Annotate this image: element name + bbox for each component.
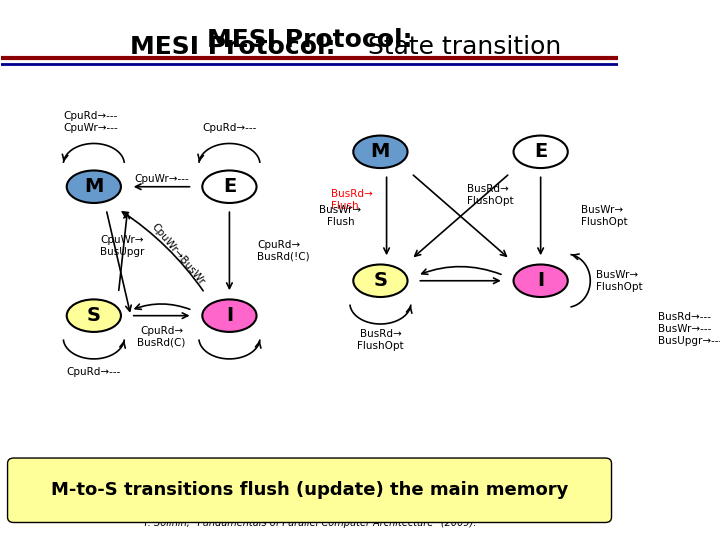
Text: BusRd→
FlushOpt: BusRd→ FlushOpt: [357, 329, 404, 351]
Text: CpuRd→---: CpuRd→---: [202, 123, 256, 133]
Text: S: S: [87, 306, 101, 325]
Text: BusWr→
FlushOpt: BusWr→ FlushOpt: [596, 270, 643, 292]
Text: CpuWr→BusWr: CpuWr→BusWr: [149, 221, 207, 287]
Text: BusRd→---
BusWr→---
BusUpgr→---: BusRd→--- BusWr→--- BusUpgr→---: [658, 313, 720, 346]
Ellipse shape: [202, 171, 256, 203]
Ellipse shape: [354, 265, 408, 297]
Text: BusWr→
FlushOpt: BusWr→ FlushOpt: [581, 206, 627, 227]
Text: CpuRd→
BusRd(!C): CpuRd→ BusRd(!C): [257, 240, 310, 262]
Text: CpuWr→
BusUpgr: CpuWr→ BusUpgr: [100, 235, 145, 256]
Text: BusRd→
FlushOpt: BusRd→ FlushOpt: [467, 184, 513, 206]
Text: M: M: [84, 177, 104, 196]
Text: BusWr→
Flush: BusWr→ Flush: [319, 206, 361, 227]
Ellipse shape: [67, 171, 121, 203]
Text: State transition: State transition: [360, 35, 562, 59]
Ellipse shape: [513, 265, 568, 297]
Ellipse shape: [67, 299, 121, 332]
Ellipse shape: [513, 136, 568, 168]
Text: CpuRd→
BusRd(C): CpuRd→ BusRd(C): [138, 326, 186, 348]
Text: BusRd→
Flush: BusRd→ Flush: [331, 190, 373, 211]
Ellipse shape: [202, 299, 256, 332]
Text: MESI Protocol:: MESI Protocol:: [130, 35, 335, 59]
Text: I: I: [537, 271, 544, 290]
Ellipse shape: [354, 136, 408, 168]
Text: E: E: [222, 177, 236, 196]
Text: CpuRd→---
CpuWr→---: CpuRd→--- CpuWr→---: [63, 111, 118, 133]
Text: E: E: [534, 143, 547, 161]
Text: MESI Protocol:: MESI Protocol:: [207, 28, 413, 52]
Text: MESI Protocol:: MESI Protocol:: [207, 28, 413, 52]
Text: S: S: [374, 271, 387, 290]
FancyBboxPatch shape: [7, 458, 611, 523]
Text: CpuRd→---: CpuRd→---: [67, 367, 121, 377]
Text: I: I: [226, 306, 233, 325]
Text: M-to-S transitions flush (update) the main memory: M-to-S transitions flush (update) the ma…: [51, 481, 568, 500]
Text: M: M: [371, 143, 390, 161]
Text: Y. Solihin, "Fundamentals of Parallel Computer Architecture" (2009).: Y. Solihin, "Fundamentals of Parallel Co…: [143, 518, 477, 528]
Text: CpuWr→---: CpuWr→---: [134, 174, 189, 184]
